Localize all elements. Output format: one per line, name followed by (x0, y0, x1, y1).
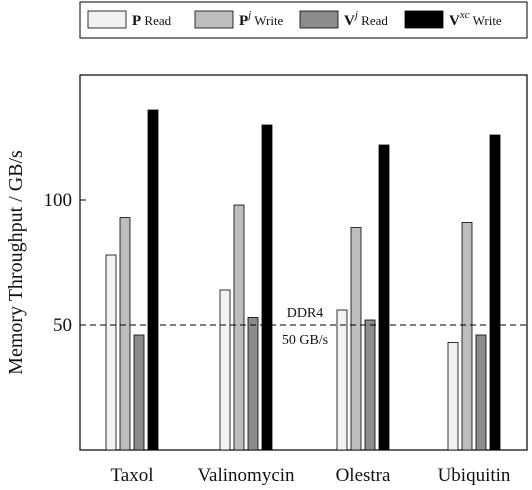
bars (105, 109, 501, 451)
bar-group-ubiquitin (447, 134, 501, 451)
bar-group-olestra (336, 144, 390, 451)
legend-entry: Vxc Write (404, 9, 502, 29)
legend-label: Pj Write (239, 9, 284, 29)
legend-label: Vj Read (344, 9, 388, 29)
legend-entry: Pj Write (194, 9, 284, 29)
bar-group-valinomycin (219, 124, 273, 451)
x-category-label: Ubiquitin (438, 465, 511, 486)
x-category-label: Taxol (111, 465, 154, 486)
y-axis: 50 100 (44, 190, 86, 336)
bar-valinomycin-series-1 (233, 204, 245, 451)
y-tick-label: 100 (44, 190, 73, 211)
bar-ubiquitin-series-0 (447, 342, 459, 451)
bar-ubiquitin-series-2 (475, 334, 487, 451)
bar-valinomycin-series-3 (261, 124, 273, 451)
bar-valinomycin-series-2 (247, 317, 259, 451)
bar-taxol-series-1 (119, 217, 131, 451)
legend-swatch (87, 10, 127, 29)
bar-ubiquitin-series-1 (461, 222, 473, 451)
legend: P Read Pj Write Vj Read Vxc Write (79, 1, 528, 39)
bar-group-taxol (105, 109, 159, 451)
bar-olestra-series-1 (350, 227, 362, 451)
bar-taxol-series-3 (147, 109, 159, 451)
bar-olestra-series-3 (378, 144, 390, 451)
legend-swatch (404, 10, 444, 29)
reference-line-group: DDR4 50 GB/s (80, 306, 527, 348)
bar-olestra-series-2 (364, 319, 376, 451)
reference-line-label-bottom: 50 GB/s (282, 333, 328, 348)
legend-label: Vxc Write (449, 9, 502, 29)
legend-swatch (194, 10, 234, 29)
x-category-label: Valinomycin (197, 465, 295, 486)
legend-label: P Read (132, 13, 172, 29)
x-category-label: Olestra (336, 465, 391, 486)
bar-taxol-series-2 (133, 334, 145, 451)
x-axis: Taxol Valinomycin Olestra Ubiquitin (111, 465, 511, 486)
y-axis-title: Memory Throughput / GB/s (5, 150, 27, 375)
bar-taxol-series-0 (105, 254, 117, 451)
legend-entry: Vj Read (299, 9, 388, 29)
bar-ubiquitin-series-3 (489, 134, 501, 451)
reference-line-label-top: DDR4 (287, 306, 324, 321)
legend-swatch (299, 10, 339, 29)
bar-olestra-series-0 (336, 309, 348, 451)
plot-frame (79, 74, 528, 451)
y-tick-label: 50 (53, 315, 72, 336)
legend-entry: P Read (87, 10, 172, 29)
bar-valinomycin-series-0 (219, 289, 231, 451)
